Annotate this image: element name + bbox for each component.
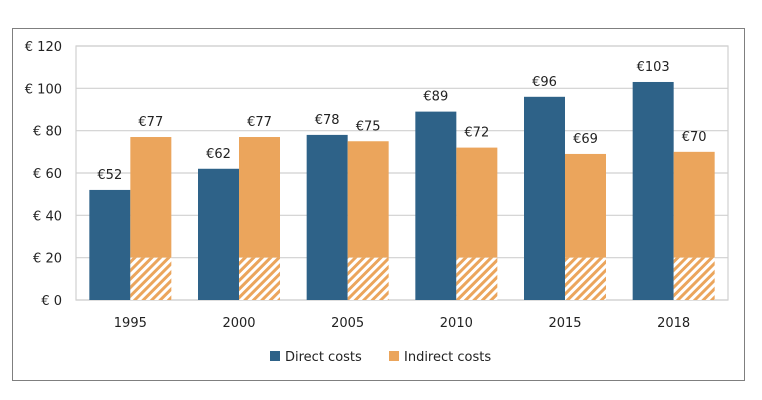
y-tick-label: € 100 — [25, 82, 62, 97]
bar-direct-costs — [306, 134, 348, 300]
data-label-indirect: €77 — [247, 115, 272, 130]
bar-direct-costs — [89, 189, 131, 300]
data-label-indirect: €75 — [356, 119, 381, 134]
y-tick-label: € 40 — [33, 209, 62, 224]
legend-label-direct: Direct costs — [285, 350, 362, 365]
data-label-indirect: €77 — [138, 115, 163, 130]
data-label-indirect: €70 — [682, 130, 707, 145]
x-tick-label: 2010 — [440, 316, 473, 331]
data-label-indirect: €72 — [464, 126, 489, 141]
bar-indirect-costs-hatched — [347, 257, 389, 300]
bar-indirect-costs-hatched — [239, 257, 280, 300]
y-tick-label: € 0 — [41, 294, 62, 309]
bar-indirect-costs — [565, 153, 606, 258]
x-tick-label: 2000 — [222, 316, 255, 331]
bar-direct-costs — [415, 111, 457, 300]
x-tick-label: 2005 — [331, 316, 364, 331]
bar-indirect-costs-hatched — [456, 257, 498, 300]
y-tick-label: € 80 — [33, 125, 62, 140]
bar-indirect-costs-hatched — [673, 257, 715, 300]
bar-direct-costs — [524, 96, 565, 300]
y-tick-label: € 60 — [33, 167, 62, 182]
data-label-direct: €103 — [637, 60, 670, 75]
bar-indirect-costs — [673, 151, 715, 258]
bar-indirect-costs — [239, 137, 280, 258]
data-label-indirect: €69 — [573, 132, 598, 147]
data-label-direct: €96 — [532, 75, 557, 90]
legend-swatch-indirect — [389, 351, 399, 361]
bar-direct-costs — [198, 168, 239, 300]
data-label-direct: €89 — [423, 90, 448, 105]
chart-frame — [12, 28, 745, 381]
legend-swatch-direct — [270, 351, 280, 361]
x-tick-label: 1995 — [114, 316, 147, 331]
bar-indirect-costs — [456, 147, 498, 258]
data-label-direct: €78 — [315, 113, 340, 128]
plot-area — [75, 45, 729, 301]
bar-indirect-costs-hatched — [565, 257, 606, 300]
data-label-direct: €62 — [206, 147, 231, 162]
bar-indirect-costs-hatched — [130, 257, 172, 300]
bar-direct-costs — [632, 81, 674, 300]
data-label-direct: €52 — [97, 168, 122, 183]
y-tick-label: € 20 — [33, 252, 62, 267]
y-tick-label: € 120 — [25, 40, 62, 55]
legend-label-indirect: Indirect costs — [404, 350, 491, 365]
bar-indirect-costs — [130, 137, 172, 258]
bar-indirect-costs — [347, 141, 389, 258]
x-tick-label: 2018 — [657, 316, 690, 331]
x-tick-label: 2015 — [548, 316, 581, 331]
